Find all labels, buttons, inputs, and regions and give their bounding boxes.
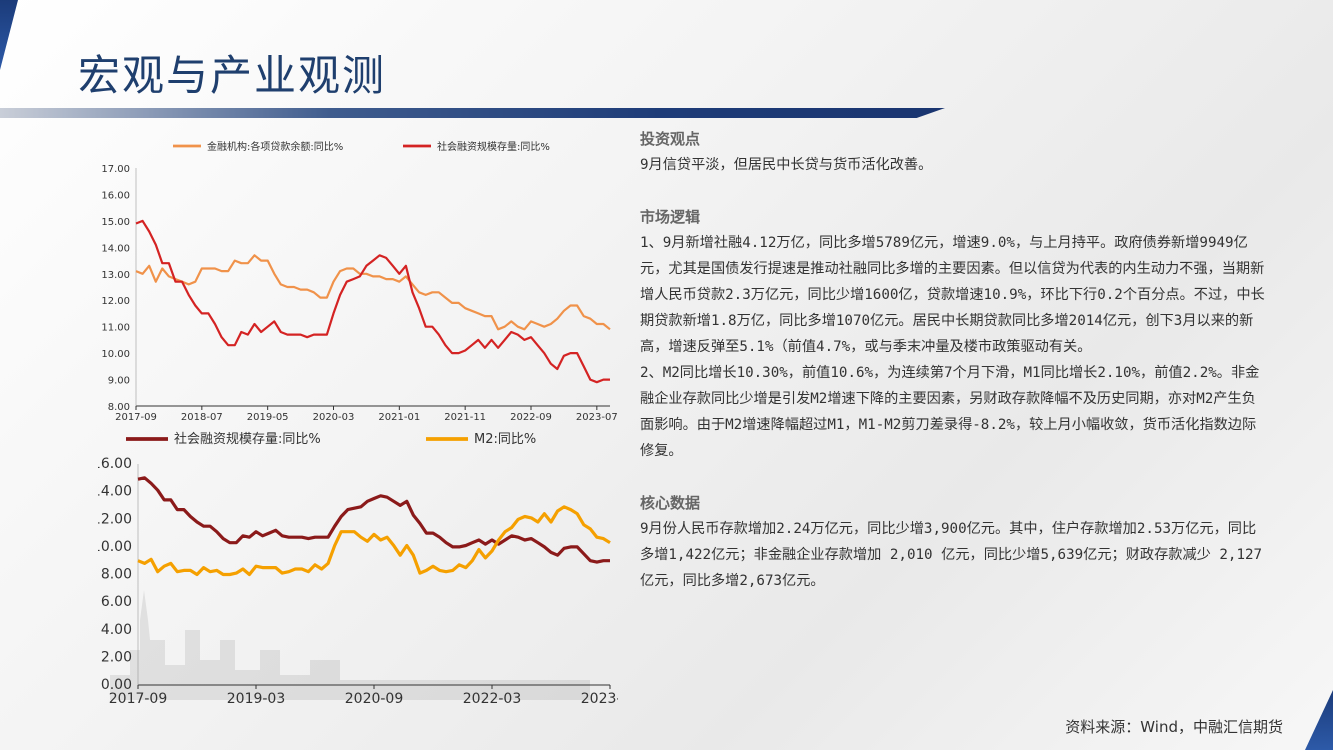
- corner-decoration: [0, 0, 18, 70]
- y-tick-label: 14.00: [101, 243, 130, 254]
- section-heading-market-logic: 市场逻辑: [640, 208, 701, 226]
- investment-view-text: 9月信贷平淡，但居民中长贷与货币活化改善。: [640, 157, 933, 173]
- x-tick-label: 2019-05: [247, 412, 289, 423]
- x-tick-label: 2022-03: [463, 691, 522, 707]
- legend-label: M2:同比%: [474, 432, 536, 447]
- y-tick-label: 10.00: [98, 539, 132, 555]
- source-note: 资料来源：Wind，中融汇信期货: [1065, 718, 1283, 736]
- y-tick-label: 15.00: [101, 217, 130, 228]
- y-tick-label: 13.00: [101, 270, 130, 281]
- x-tick-label: 2019-03: [227, 691, 286, 707]
- series-line-1: [135, 254, 611, 331]
- corner-decoration-bottom: [1305, 690, 1333, 750]
- series-line-2: [135, 219, 610, 384]
- core-data-text: 9月份人民币存款增加2.24万亿元，同比少增3,900亿元。其中，住户存款增加2…: [640, 521, 1263, 589]
- y-tick-label: 17.00: [101, 164, 130, 175]
- social-financing-m2-chart: 16.00 14.00 12.00 10.00 8.00 6.00 4.00 2.00 0.00…: [98, 431, 618, 707]
- y-tick-label: 10.00: [101, 349, 130, 360]
- x-tick-label: 2023-09: [581, 691, 618, 707]
- x-tick-label: 2021-11: [444, 412, 486, 423]
- section-heading-investment-view: 投资观点: [640, 130, 701, 148]
- legend-label: 社会融资规模存量:同比%: [437, 140, 550, 153]
- text-panel: 投资观点 9月信贷平淡，但居民中长贷与货币活化改善。 市场逻辑 1、9月新增社融…: [640, 126, 1265, 594]
- x-tick-label: 2020-03: [313, 412, 355, 423]
- series-line-2: [137, 505, 611, 577]
- page-title: 宏观与产业观测: [78, 51, 387, 100]
- market-logic-paragraph-1: 1、9月新增社融4.12万亿，同比多增5789亿元，增速9.0%，与上月持平。政…: [640, 235, 1265, 355]
- x-tick-label: 2021-01: [378, 412, 420, 423]
- legend-label: 金融机构:各项贷款余额:同比%: [207, 140, 343, 153]
- y-tick-label: 12.00: [98, 511, 132, 527]
- section-heading-core-data: 核心数据: [640, 494, 701, 512]
- title-underline-bar: [0, 108, 945, 118]
- y-tick-label: 12.00: [101, 296, 130, 307]
- x-tick-label: 2023-07: [576, 412, 618, 423]
- loan-social-financing-chart: 17.00 16.00 15.00 14.00 13.00 12.00 11.00 10.00…: [101, 140, 618, 423]
- city-skyline-watermark: [110, 590, 590, 700]
- legend-label: 社会融资规模存量:同比%: [174, 431, 321, 447]
- y-tick-label: 16.00: [98, 456, 132, 472]
- y-tick-label: 6.00: [101, 594, 132, 610]
- y-tick-label: 4.00: [101, 622, 132, 638]
- y-tick-label: 16.00: [101, 190, 130, 201]
- y-tick-label: 8.00: [108, 402, 130, 413]
- y-tick-label: 0.00: [101, 677, 132, 693]
- x-tick-label: 2022-09: [510, 412, 552, 423]
- y-tick-label: 14.00: [98, 484, 132, 500]
- y-tick-label: 2.00: [101, 649, 132, 665]
- x-tick-label: 2020-09: [345, 691, 404, 707]
- series-line-1: [137, 476, 610, 564]
- x-tick-label: 2018-07: [181, 412, 223, 423]
- y-tick-label: 11.00: [101, 323, 130, 334]
- y-tick-label: 9.00: [108, 376, 130, 387]
- x-tick-label: 2017-09: [115, 412, 157, 423]
- market-logic-paragraph-2: 2、M2同比增长10.30%，前值10.6%，为连续第7个月下滑，M1同比增长2…: [640, 365, 1260, 459]
- y-tick-label: 8.00: [101, 567, 132, 583]
- x-tick-label: 2017-09: [109, 691, 168, 707]
